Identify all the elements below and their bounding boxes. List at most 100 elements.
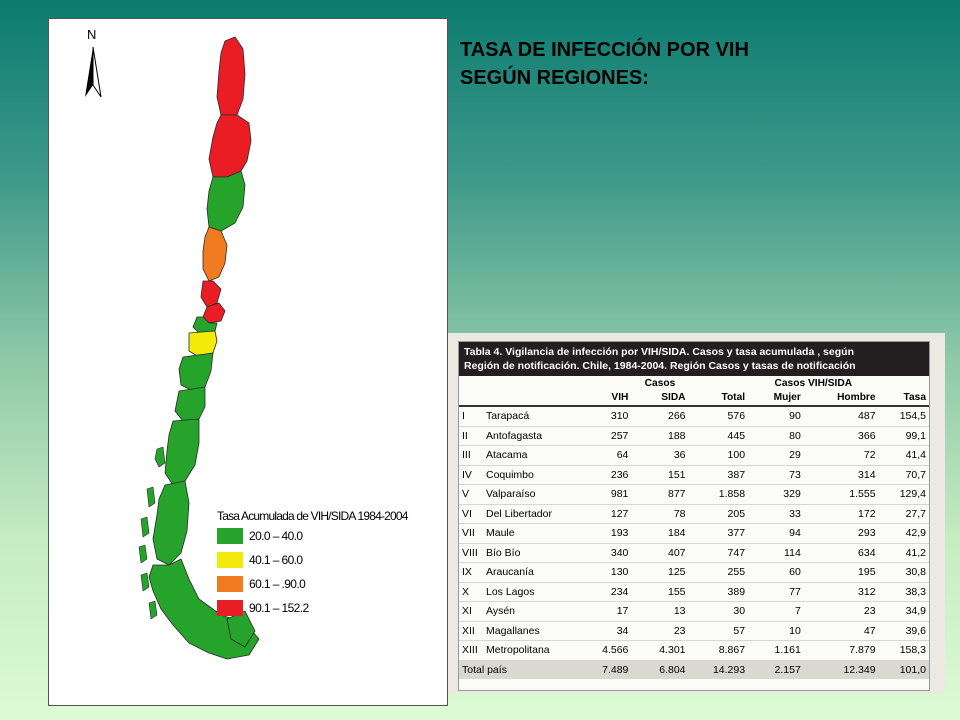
cell-total: 445: [688, 426, 749, 446]
table-row: VIII Bío Bío 340 407 747 114 634 41,2: [459, 543, 929, 563]
cell-num: IV: [459, 465, 483, 485]
cell-vih: 127: [581, 504, 632, 524]
cell-hombre: 1.555: [803, 484, 879, 505]
legend-swatch-orange: [217, 576, 243, 592]
column-header-sida: SIDA: [631, 390, 689, 407]
cell-vih: 34: [581, 621, 632, 641]
cell-hombre: 23: [803, 601, 879, 622]
cell-total: 255: [688, 562, 749, 583]
cell-tasa: 154,5: [878, 406, 929, 427]
cell-num: IX: [459, 562, 483, 583]
cell-tasa: 34,9: [878, 601, 929, 622]
cell-mujer: 329: [748, 484, 804, 505]
cell-total: 100: [688, 445, 749, 466]
region-atacama: [206, 170, 246, 232]
cell-total-mujer: 2.157: [748, 660, 804, 679]
table-row: XIII Metropolitana 4.566 4.301 8.867 1.161 7.8…: [459, 640, 929, 661]
cell-num: VI: [459, 504, 483, 524]
cell-sida: 184: [631, 523, 689, 544]
legend-swatch-red: [217, 600, 243, 616]
cell-hombre: 47: [803, 621, 879, 641]
cell-mujer: 60: [748, 562, 804, 583]
legend-item: 90.1 – 152.2: [217, 597, 447, 619]
region-coquimbo: [202, 226, 228, 282]
cell-region: Atacama: [483, 445, 581, 466]
cell-vih: 130: [581, 562, 632, 583]
table-caption-line-2: Región de notificación. Chile, 1984-2004…: [464, 360, 856, 372]
cell-mujer: 77: [748, 582, 804, 602]
region-valparaiso: [200, 280, 222, 308]
cell-region: Los Lagos: [483, 582, 581, 602]
region-biobio: [178, 352, 214, 392]
cell-tasa: 41,2: [878, 543, 929, 563]
table-row: III Atacama 64 36 100 29 72 41,4: [459, 445, 929, 466]
legend-item: 20.0 – 40.0: [217, 525, 447, 547]
cell-sida: 407: [631, 543, 689, 563]
data-table: Casos Casos VIH/SIDA VIH SIDA Total Muje…: [459, 376, 929, 679]
region-libertador: [192, 316, 218, 334]
cell-mujer: 114: [748, 543, 804, 563]
cell-tasa: 42,9: [878, 523, 929, 544]
table-group-header-row: Casos Casos VIH/SIDA: [459, 376, 929, 390]
table-row: I Tarapacá 310 266 576 90 487 154,5: [459, 406, 929, 427]
cell-sida: 266: [631, 406, 689, 427]
cell-total: 576: [688, 406, 749, 427]
table-row: XI Aysén 17 13 30 7 23 34,9: [459, 601, 929, 622]
cell-num: V: [459, 484, 483, 505]
cell-num: VII: [459, 523, 483, 544]
table-row: V Valparaíso 981 877 1.858 329 1.555 129,4: [459, 484, 929, 505]
cell-vih: 193: [581, 523, 632, 544]
cell-tasa: 41,4: [878, 445, 929, 466]
cell-mujer: 80: [748, 426, 804, 446]
cell-mujer: 94: [748, 523, 804, 544]
cell-total: 8.867: [688, 640, 749, 661]
cell-total: 377: [688, 523, 749, 544]
cell-total: 747: [688, 543, 749, 563]
region-los-lagos: [164, 418, 200, 486]
legend-label: 20.0 – 40.0: [249, 529, 303, 543]
table-row: IX Araucanía 130 125 255 60 195 30,8: [459, 562, 929, 583]
cell-vih: 981: [581, 484, 632, 505]
cell-tasa: 70,7: [878, 465, 929, 485]
table-caption: Tabla 4. Vigilancia de infección por VIH…: [459, 342, 929, 376]
cell-sida: 188: [631, 426, 689, 446]
legend-item: 60.1 – .90.0: [217, 573, 447, 595]
cell-mujer: 10: [748, 621, 804, 641]
cell-sida: 13: [631, 601, 689, 622]
hiv-table-panel: Tabla 4. Vigilancia de infección por VIH…: [448, 333, 945, 693]
table-body: I Tarapacá 310 266 576 90 487 154,5 II Antofagast…: [459, 406, 929, 679]
hiv-table: Tabla 4. Vigilancia de infección por VIH…: [458, 341, 930, 691]
table-total-row: Total país 7.489 6.804 14.293 2.157 12.349 101…: [459, 660, 929, 679]
cell-region: Magallanes: [483, 621, 581, 641]
legend-label: 40.1 – 60.0: [249, 553, 303, 567]
cell-region: Coquimbo: [483, 465, 581, 485]
map-legend: Tasa Acumulada de VIH/SIDA 1984-2004 20.…: [217, 509, 447, 619]
cell-hombre: 72: [803, 445, 879, 466]
cell-region: Metropolitana: [483, 640, 581, 661]
coastal-islands: [138, 446, 166, 620]
legend-label: 90.1 – 152.2: [249, 601, 309, 615]
cell-mujer: 73: [748, 465, 804, 485]
cell-sida: 877: [631, 484, 689, 505]
cell-num: II: [459, 426, 483, 446]
chile-map-panel: N: [48, 18, 448, 706]
column-header-hombre: Hombre: [803, 390, 879, 407]
table-row: II Antofagasta 257 188 445 80 366 99,1: [459, 426, 929, 446]
cell-mujer: 1.161: [748, 640, 804, 661]
legend-swatch-green: [217, 528, 243, 544]
cell-region: Aysén: [483, 601, 581, 622]
cell-sida: 151: [631, 465, 689, 485]
table-caption-line-1: Tabla 4. Vigilancia de infección por VIH…: [464, 346, 854, 358]
group-header-casos-vih-sida: Casos VIH/SIDA: [774, 377, 853, 389]
cell-hombre: 312: [803, 582, 879, 602]
table-row: VI Del Libertador 127 78 205 33 172 27,7: [459, 504, 929, 524]
cell-num: VIII: [459, 543, 483, 563]
cell-vih: 340: [581, 543, 632, 563]
cell-sida: 125: [631, 562, 689, 583]
table-row: X Los Lagos 234 155 389 77 312 38,3: [459, 582, 929, 602]
cell-hombre: 366: [803, 426, 879, 446]
cell-hombre: 487: [803, 406, 879, 427]
cell-vih: 236: [581, 465, 632, 485]
column-header-tasa: Tasa: [878, 390, 929, 407]
cell-region: Antofagasta: [483, 426, 581, 446]
